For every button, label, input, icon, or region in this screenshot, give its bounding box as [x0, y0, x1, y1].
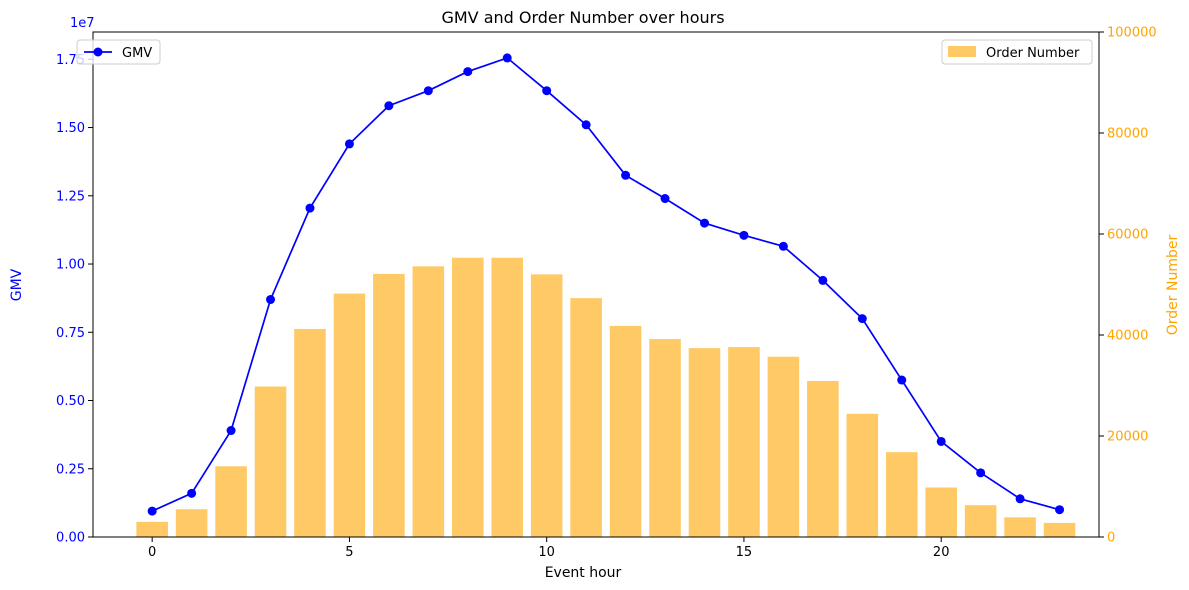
order-number-bar — [452, 257, 484, 537]
gmv-point — [897, 375, 907, 385]
chart-title: GMV and Order Number over hours — [441, 8, 724, 27]
gmv-line — [151, 56, 1060, 512]
order-number-bar — [294, 328, 326, 537]
order-number-bars — [136, 257, 1076, 537]
right-tick-label: 80000 — [1107, 127, 1148, 142]
order-number-bar — [885, 452, 918, 537]
gmv-point — [502, 53, 512, 63]
right-tick-label: 60000 — [1107, 228, 1148, 243]
gmv-point — [739, 230, 749, 240]
left-axis-offset-label: 1e7 — [70, 16, 95, 31]
order-number-bar — [846, 413, 879, 537]
order-number-bar — [491, 257, 524, 537]
gmv-point — [463, 67, 473, 77]
x-tick-label: 10 — [538, 545, 555, 560]
right-axis-label: Order Number — [1165, 235, 1181, 336]
gmv-point — [936, 436, 946, 446]
left-tick-label: 1.25 — [56, 189, 85, 204]
left-tick-label: 0.00 — [56, 531, 85, 546]
order-number-bar — [333, 293, 366, 537]
order-number-bar — [925, 487, 957, 537]
x-axis-label: Event hour — [545, 565, 622, 581]
order-number-bar — [1004, 517, 1036, 537]
legend-order-number-label: Order Number — [986, 46, 1080, 61]
axes: 0 5 10 15 200.000.250.500.751.001.251.501.75… — [56, 26, 1157, 561]
x-tick-label: 5 — [345, 545, 353, 560]
order-number-bar — [136, 521, 168, 537]
x-tick-label: 20 — [933, 545, 950, 560]
order-number-bar — [688, 348, 721, 537]
order-number-bar — [175, 509, 208, 537]
left-tick-label: 0.75 — [56, 326, 85, 341]
gmv-point — [187, 488, 197, 498]
legend-order-number: Order Number — [941, 39, 1093, 65]
order-number-bar — [254, 386, 287, 537]
gmv-point — [423, 86, 433, 96]
legend-gmv-marker — [93, 47, 103, 57]
gmv-point — [1055, 505, 1065, 515]
gmv-point — [621, 170, 631, 180]
legend-gmv-label: GMV — [122, 46, 152, 61]
right-tick-label: 0 — [1107, 531, 1115, 546]
legend-gmv: GMV — [76, 39, 161, 65]
order-number-bar — [964, 505, 997, 537]
left-tick-label: 1.50 — [56, 121, 85, 136]
plot-frame — [92, 31, 1100, 538]
gmv-point — [660, 194, 670, 204]
right-tick-label: 40000 — [1107, 329, 1148, 344]
order-number-bar — [215, 466, 247, 537]
x-tick-label: 15 — [736, 545, 753, 560]
order-number-bar — [373, 273, 405, 537]
right-tick-label: 20000 — [1107, 430, 1148, 445]
gmv-point — [226, 426, 236, 436]
order-number-bar — [1043, 522, 1076, 537]
gmv-point — [818, 275, 828, 285]
gmv-point — [976, 468, 986, 478]
gmv-point — [344, 139, 354, 149]
left-axis-label: GMV — [9, 268, 25, 301]
x-tick-label: 0 — [148, 545, 156, 560]
gmv-point — [542, 86, 552, 96]
gmv-point — [1015, 494, 1025, 504]
order-number-bar — [530, 274, 563, 537]
gmv-point — [384, 101, 394, 111]
gmv-line-series — [147, 53, 1065, 516]
order-number-bar — [767, 356, 800, 537]
gmv-point — [147, 506, 157, 516]
right-tick-label: 100000 — [1107, 26, 1157, 41]
order-number-bar — [412, 266, 445, 537]
gmv-point — [581, 120, 591, 130]
gmv-point — [266, 295, 276, 305]
left-tick-label: 1.00 — [56, 258, 85, 273]
order-number-bar — [609, 325, 642, 537]
order-number-bar — [728, 347, 760, 537]
order-number-bar — [807, 380, 839, 537]
gmv-point — [699, 218, 709, 228]
left-tick-label: 0.50 — [56, 394, 85, 409]
order-number-bar — [570, 298, 602, 537]
gmv-point — [305, 203, 315, 213]
gmv-point — [857, 314, 867, 324]
left-tick-label: 0.25 — [56, 462, 85, 477]
gmv-point — [778, 241, 788, 251]
order-number-bar — [649, 339, 681, 537]
legend-order-number-swatch — [948, 46, 976, 57]
